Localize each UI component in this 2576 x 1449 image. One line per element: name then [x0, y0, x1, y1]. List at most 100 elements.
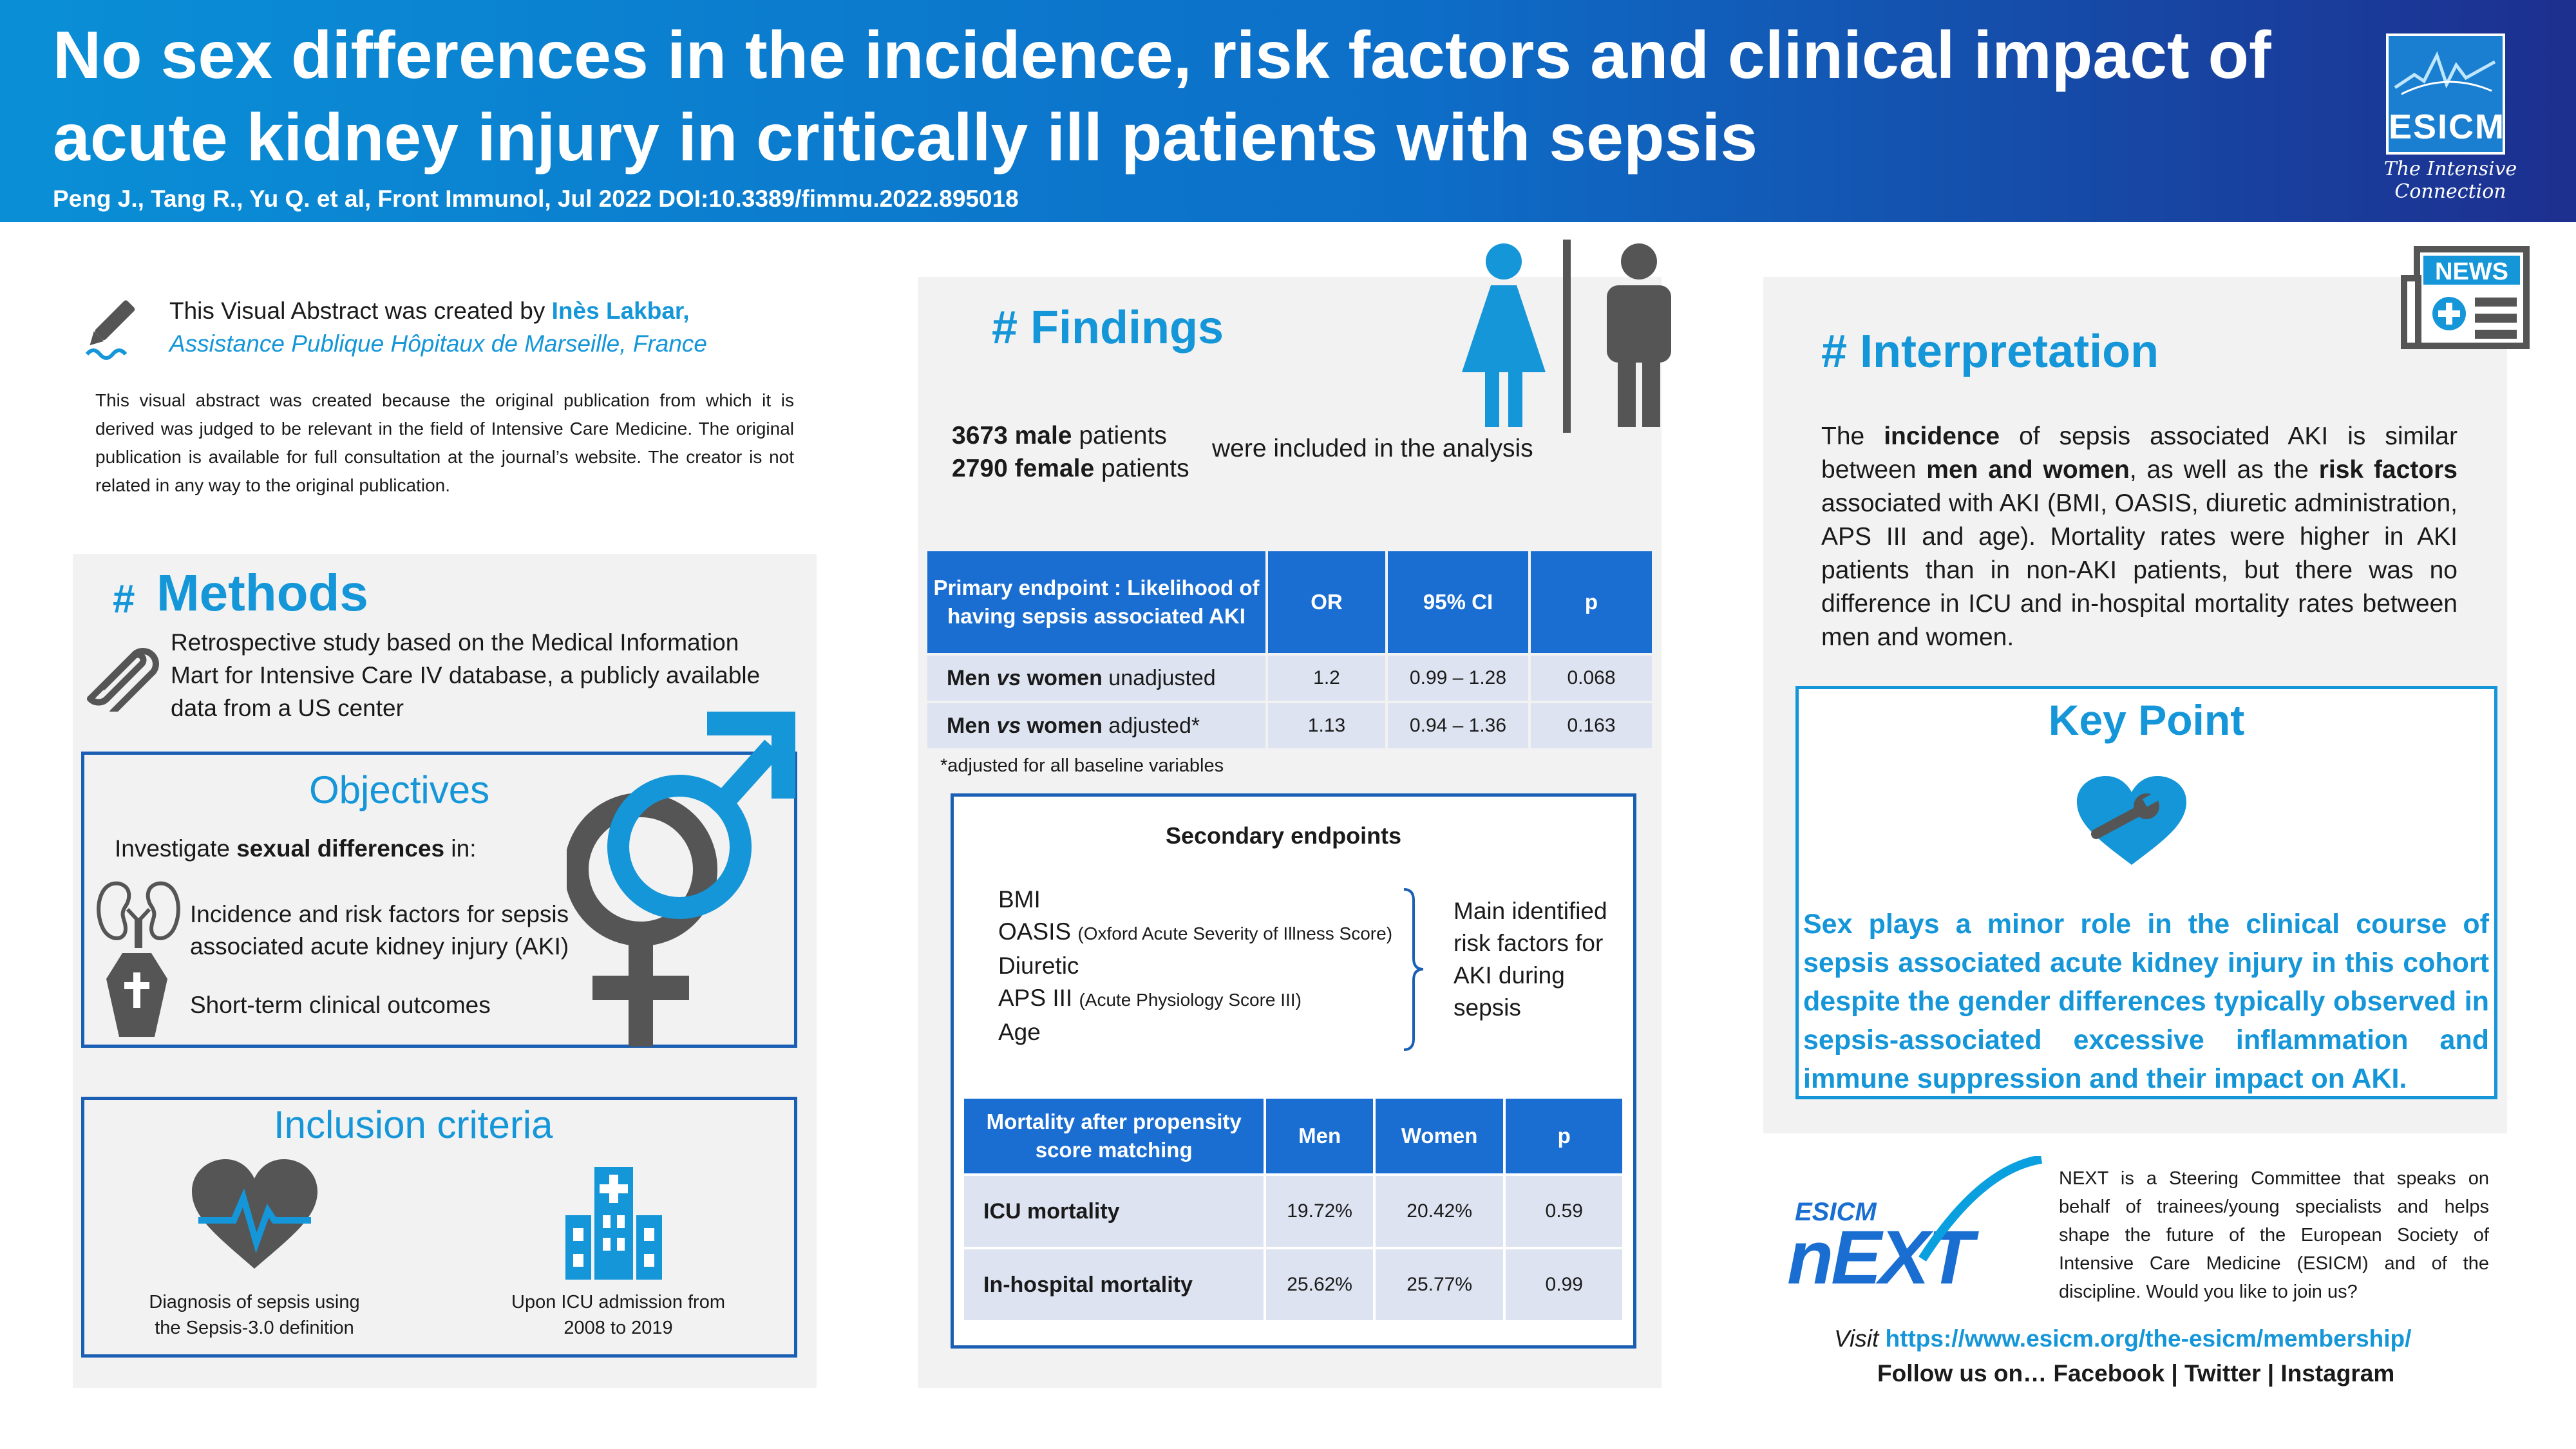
kidney-icon	[97, 881, 180, 948]
brace-text: Main identified risk factors for AKI dur…	[1454, 898, 1607, 1021]
female-count-number: 2790 female	[952, 455, 1095, 482]
citation: Peng J., Tang R., Yu Q. et al, Front Imm…	[53, 185, 1019, 212]
item-main: Diuretic	[998, 952, 1079, 979]
objectives-title: Objectives	[309, 768, 490, 811]
item-main: Age	[998, 1019, 1041, 1045]
row-label-b: women	[1021, 713, 1103, 738]
gender-symbol-icon	[567, 712, 795, 1046]
row-label: ICU mortality	[964, 1176, 1264, 1247]
objective-item-1: Incidence and risk factors for sepsis as…	[190, 901, 569, 960]
esicm-next-logo[interactable]: ESICM nEXT	[1787, 1153, 2045, 1301]
table-row: In-hospital mortality 25.62% 25.77% 0.99	[964, 1249, 1622, 1320]
male-count-number: 3673 male	[952, 422, 1072, 450]
objective-item-2: Short-term clinical outcomes	[190, 992, 491, 1018]
objectives-intro-text: Investigate	[115, 835, 237, 862]
female-count: 2790 female patients	[952, 455, 1189, 483]
row-label-c: adjusted*	[1102, 713, 1200, 738]
next-swoosh-icon	[1918, 1156, 2043, 1262]
interpretation-text: The incidence of sepsis associated AKI i…	[1821, 420, 2458, 654]
list-item: Age	[998, 1016, 1430, 1048]
cell-men: 19.72%	[1266, 1176, 1373, 1247]
social-follow-line[interactable]: Follow us on… Facebook | Twitter | Insta…	[1877, 1360, 2395, 1387]
cell-women: 20.42%	[1375, 1176, 1504, 1247]
creator-line: This Visual Abstract was created by Inès…	[169, 298, 690, 325]
newspaper-icon: NEWS	[2401, 246, 2530, 349]
next-description: NEXT is a Steering Committee that speaks…	[2059, 1168, 2489, 1302]
secondary-list: BMI OASIS (Oxford Acute Severity of Illn…	[998, 884, 1430, 1048]
creator-name: Inès Lakbar,	[551, 298, 690, 324]
page-title: No sex differences in the incidence, ris…	[53, 18, 2271, 175]
list-item: OASIS (Oxford Acute Severity of Illness …	[998, 916, 1430, 950]
mortality-header-women: Women	[1375, 1099, 1504, 1173]
inclusion-item-1: Diagnosis of sepsis using the Sepsis-3.0…	[149, 1292, 360, 1338]
list-item: BMI	[998, 884, 1430, 916]
item-main: OASIS	[998, 918, 1078, 945]
esicm-logo[interactable]: ESICM	[2386, 33, 2505, 155]
interp-text-1: The	[1821, 422, 1884, 450]
interp-bold-1: incidence	[1884, 422, 2000, 450]
methods-hash: #	[113, 577, 135, 621]
list-item: Diuretic	[998, 950, 1430, 982]
cell-p: 0.99	[1506, 1249, 1622, 1320]
cell-ci: 0.99 – 1.28	[1388, 656, 1528, 701]
key-point-text: Sex plays a minor role in the clinical c…	[1803, 909, 2489, 1094]
news-label: NEWS	[2435, 258, 2508, 285]
male-count-label: patients	[1072, 422, 1167, 450]
row-label-a: Men	[947, 713, 997, 738]
interp-bold-2: men and women	[1926, 456, 2130, 484]
objectives-intro-bold: sexual differences	[236, 835, 445, 862]
female-person-icon	[1462, 243, 1546, 427]
cell-p: 0.59	[1506, 1176, 1622, 1247]
methods-text: Retrospective study based on the Medical…	[171, 629, 761, 721]
cell-or: 1.13	[1268, 703, 1385, 748]
mortality-header-label: Mortality after propensity score matchin…	[964, 1099, 1264, 1173]
inclusion-title: Inclusion criteria	[274, 1103, 553, 1146]
pen-icon	[85, 300, 135, 360]
item-main: BMI	[998, 886, 1041, 913]
primary-endpoint-table: Primary endpoint : Likelihood of having …	[925, 549, 1654, 751]
paperclip-icon	[87, 648, 159, 712]
row-label-vs: vs	[996, 665, 1021, 690]
mortality-header-p: p	[1506, 1099, 1622, 1173]
primary-header-or: OR	[1268, 551, 1385, 653]
key-point-title: Key Point	[2048, 696, 2245, 744]
primary-header-ci: 95% CI	[1388, 551, 1528, 653]
row-label-b: women	[1021, 665, 1103, 690]
creator-disclaimer: This visual abstract was created because…	[95, 390, 794, 495]
item-main: APS III	[998, 985, 1079, 1011]
row-label: In-hospital mortality	[964, 1249, 1264, 1320]
curly-brace-icon	[1403, 888, 1424, 1051]
mortality-table: Mortality after propensity score matchin…	[961, 1096, 1625, 1323]
membership-link[interactable]: https://www.esicm.org/the-esicm/membersh…	[1885, 1325, 2412, 1352]
row-label-c: unadjusted	[1102, 665, 1216, 690]
heart-wrench-icon	[2077, 776, 2186, 865]
male-count: 3673 male patients	[952, 422, 1167, 450]
logo-text: ESICM	[2389, 108, 2506, 146]
male-person-icon	[1607, 243, 1671, 427]
table-row: Men vs women adjusted* 1.13 0.94 – 1.36 …	[927, 703, 1652, 748]
row-label-vs: vs	[996, 713, 1021, 738]
interp-text-3: , as well as the	[2129, 456, 2319, 484]
hospital-icon	[565, 1167, 662, 1280]
interpretation-title: # Interpretation	[1821, 326, 2159, 377]
included-text: were included in the analysis	[1212, 435, 1533, 462]
gender-divider	[1563, 240, 1571, 433]
objectives-intro: Investigate sexual differences in:	[115, 835, 476, 862]
next-visit-line: Visit https://www.esicm.org/the-esicm/me…	[1834, 1325, 2411, 1352]
list-item: APS III (Acute Physiology Score III)	[998, 982, 1430, 1016]
row-label-a: Men	[947, 665, 997, 690]
inclusion-item-2: Upon ICU admission from 2008 to 2019	[511, 1292, 725, 1338]
findings-title: # Findings	[992, 302, 1224, 354]
coffin-icon	[106, 953, 167, 1037]
cell-p: 0.163	[1531, 703, 1652, 748]
secondary-title: Secondary endpoints	[1166, 822, 1402, 849]
logo-graphic-icon	[2394, 51, 2496, 95]
item-note: (Oxford Acute Severity of Illness Score)	[1077, 923, 1393, 943]
inclusion-box	[81, 1097, 797, 1358]
table-row: ICU mortality 19.72% 20.42% 0.59	[964, 1176, 1622, 1247]
table-row: Men vs women unadjusted 1.2 0.99 – 1.28 …	[927, 656, 1652, 701]
row-label: Men vs women adjusted*	[927, 703, 1265, 748]
creator-intro: This Visual Abstract was created by	[169, 298, 552, 324]
heart-pulse-icon	[192, 1159, 317, 1269]
primary-header-p: p	[1531, 551, 1652, 653]
